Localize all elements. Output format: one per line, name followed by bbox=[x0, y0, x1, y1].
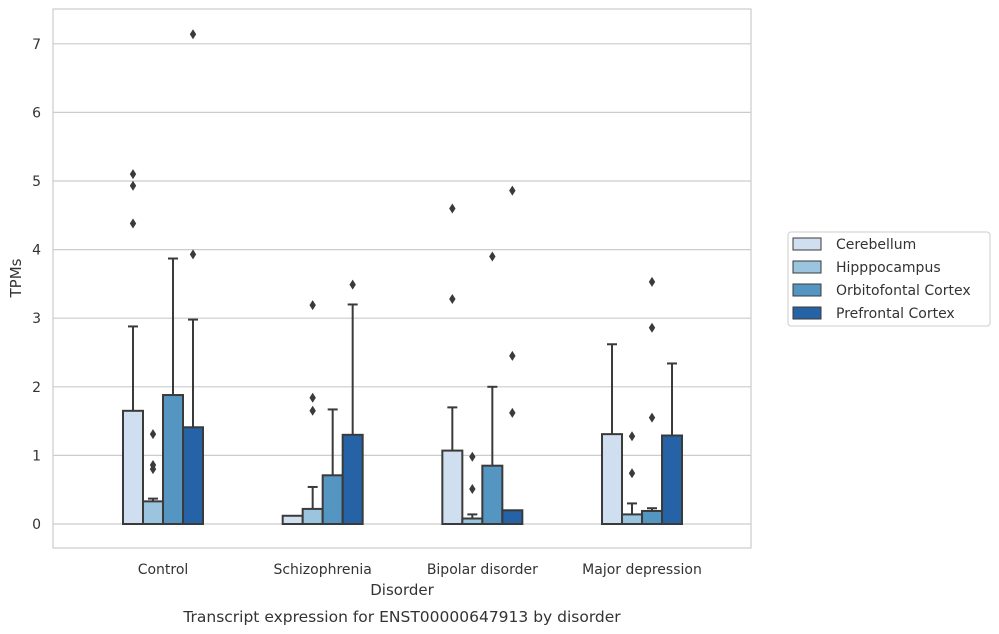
y-tick-label: 2 bbox=[32, 380, 41, 396]
bar bbox=[481, 464, 504, 526]
y-axis: 0 1 2 3 4 5 6 7 bbox=[32, 37, 41, 533]
chart-title: Transcript expression for ENST0000064791… bbox=[182, 608, 621, 626]
legend: Cerebellum Hipppocampus Orbitofontal Corte… bbox=[787, 231, 991, 327]
y-tick-label: 4 bbox=[32, 243, 41, 259]
x-axis: Control Schizophrenia Bipolar disorder Majo… bbox=[138, 562, 702, 578]
outlier-point bbox=[469, 484, 476, 495]
legend-swatch bbox=[792, 260, 822, 274]
outlier-point bbox=[149, 460, 157, 471]
bar bbox=[182, 426, 204, 525]
outlier-point bbox=[469, 451, 476, 462]
outlier-point bbox=[189, 249, 197, 260]
legend-label: Hipppocampus bbox=[836, 260, 941, 276]
bar bbox=[641, 509, 664, 526]
outlier-point bbox=[449, 293, 456, 304]
bar bbox=[461, 517, 484, 526]
outlier-point bbox=[628, 431, 636, 442]
y-tick-label: 6 bbox=[32, 105, 41, 121]
outlier-point bbox=[509, 350, 516, 361]
legend-label: Orbitofontal Cortex bbox=[836, 283, 971, 299]
bar bbox=[281, 514, 304, 526]
outlier-point bbox=[149, 429, 157, 440]
bar bbox=[162, 394, 184, 526]
x-tick-label: Schizophrenia bbox=[273, 562, 371, 578]
bar bbox=[441, 449, 464, 525]
legend-swatch bbox=[792, 283, 822, 297]
outlier-point bbox=[129, 180, 137, 191]
y-tick-label: 5 bbox=[32, 174, 41, 190]
outlier-point bbox=[489, 251, 496, 262]
x-tick-label: Control bbox=[138, 562, 189, 578]
y-tick-label: 0 bbox=[32, 517, 41, 533]
outlier-point bbox=[309, 300, 316, 311]
plot-frame bbox=[52, 8, 752, 549]
bar bbox=[661, 434, 684, 526]
y-tick-label: 7 bbox=[32, 37, 41, 53]
x-tick-label: Major depression bbox=[582, 562, 702, 578]
bar bbox=[341, 433, 364, 526]
bar bbox=[501, 509, 524, 525]
outlier-point bbox=[509, 407, 516, 418]
bar bbox=[122, 409, 144, 525]
outlier-point bbox=[129, 169, 137, 180]
x-axis-label: Disorder bbox=[370, 581, 434, 599]
grid-lines bbox=[53, 43, 751, 525]
outlier-point bbox=[648, 412, 656, 423]
outlier-point bbox=[129, 218, 137, 229]
legend-box bbox=[787, 231, 991, 327]
bar bbox=[321, 474, 344, 526]
legend-label: Prefrontal Cortex bbox=[836, 306, 955, 322]
y-tick-label: 3 bbox=[32, 311, 41, 327]
outlier-point bbox=[309, 405, 316, 416]
bar bbox=[142, 500, 164, 525]
x-tick-label: Bipolar disorder bbox=[427, 562, 538, 578]
legend-swatch bbox=[792, 306, 822, 320]
outlier-point bbox=[628, 468, 636, 479]
bar bbox=[301, 507, 324, 525]
bar-series bbox=[122, 29, 684, 526]
outlier-point bbox=[449, 203, 456, 214]
legend-label: Cerebellum bbox=[836, 237, 916, 253]
bar bbox=[601, 433, 624, 525]
outlier-point bbox=[648, 276, 656, 287]
outlier-point bbox=[189, 29, 197, 40]
outlier-point bbox=[309, 392, 316, 403]
legend-swatch bbox=[792, 237, 822, 251]
y-axis-label: TPMs bbox=[7, 258, 25, 298]
outlier-point bbox=[648, 322, 656, 333]
outlier-point bbox=[509, 185, 516, 196]
outlier-point bbox=[349, 279, 356, 290]
y-tick-label: 1 bbox=[32, 448, 41, 464]
bar bbox=[621, 513, 644, 525]
